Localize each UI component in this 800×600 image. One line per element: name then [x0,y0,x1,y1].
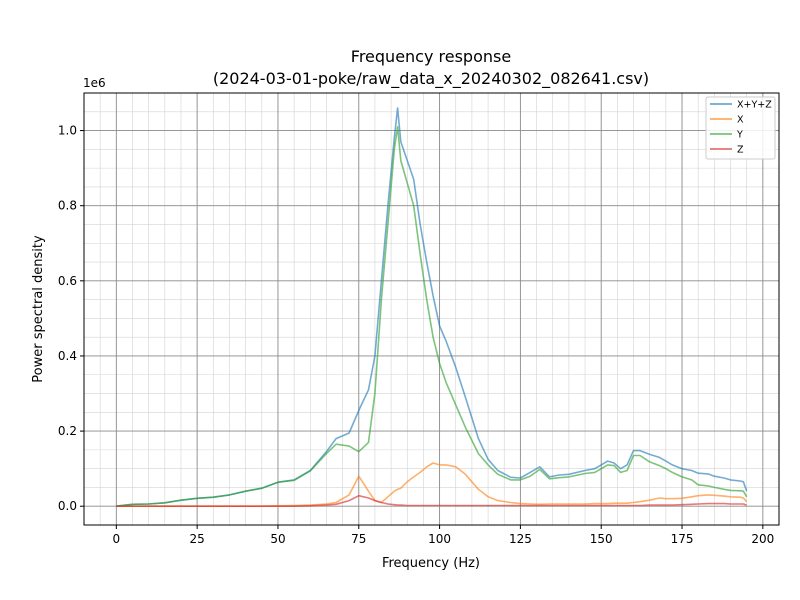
plot-frame [83,92,780,526]
y-tick-label: 0.6 [58,274,77,288]
x-tick-label: 125 [509,532,532,546]
legend-label-y: Y [736,130,743,141]
x-tick-label: 100 [428,532,451,546]
legend-label-x: X [737,115,744,126]
x-tick-label: 175 [671,532,694,546]
chart-title: Frequency response [351,47,511,66]
y-axis-ticks: 0.0 0.2 0.4 0.6 0.8 1.0 [58,124,84,513]
chart-subtitle: (2024-03-01-poke/raw_data_x_20240302_082… [213,69,649,89]
series-line-z [116,494,747,508]
x-tick-label: 200 [751,532,774,546]
y-tick-label: 0.0 [58,499,77,513]
legend-label-x-y-z: X+Y+Z [737,100,772,111]
x-axis-ticks: 0 25 50 75 100 125 150 175 200 [113,525,774,546]
x-tick-label: 0 [113,532,121,546]
y-tick-label: 0.8 [58,199,77,213]
legend: X+Y+Z XYZ [705,96,776,160]
series-layer [116,107,748,508]
y-axis-label: Power spectral density [31,235,46,383]
x-tick-label: 150 [590,532,613,546]
series-line-x [116,462,748,508]
x-tick-label: 75 [351,532,366,546]
major-grid [84,93,779,525]
legend-label-z: Z [737,145,744,156]
y-offset-label: 1e6 [83,76,106,90]
y-tick-label: 0.2 [58,424,77,438]
x-tick-label: 50 [270,532,285,546]
minor-grid [83,92,780,526]
series-line-x-y-z [116,107,748,507]
series-line-y [116,126,748,507]
y-tick-label: 0.4 [58,349,77,363]
x-tick-label: 25 [189,532,204,546]
legend-frame [705,96,776,160]
x-axis-label: Frequency (Hz) [382,556,480,571]
y-tick-label: 1.0 [58,124,77,138]
